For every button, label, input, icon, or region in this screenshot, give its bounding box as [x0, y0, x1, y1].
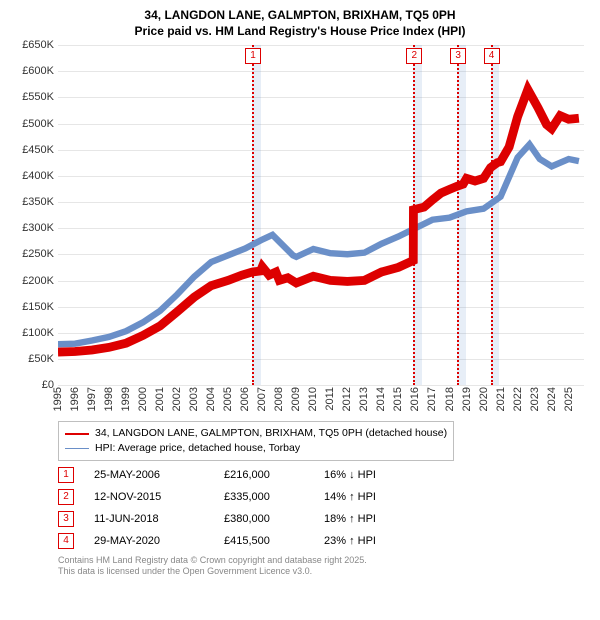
x-tick-label: 2011	[324, 387, 336, 411]
legend-label: 34, LANGDON LANE, GALMPTON, BRIXHAM, TQ5…	[95, 426, 447, 441]
y-tick-label: £50K	[28, 353, 54, 365]
transaction-row: 3 11-JUN-2018 £380,000 18% ↑ HPI	[58, 511, 590, 527]
x-tick-label: 2010	[307, 387, 319, 411]
footnote-line-2: This data is licensed under the Open Gov…	[58, 566, 590, 578]
x-tick-label: 2005	[222, 387, 234, 411]
chart-area: £0£50K£100K£150K£200K£250K£300K£350K£400…	[10, 45, 590, 415]
y-tick-label: £400K	[22, 170, 54, 182]
legend-row: 34, LANGDON LANE, GALMPTON, BRIXHAM, TQ5…	[65, 426, 447, 441]
x-tick-label: 2008	[273, 387, 285, 411]
title-line-2: Price paid vs. HM Land Registry's House …	[10, 24, 590, 40]
x-tick-label: 2004	[205, 387, 217, 411]
transaction-price: £380,000	[224, 513, 304, 525]
x-tick-label: 1995	[52, 387, 64, 411]
y-tick-label: £600K	[22, 65, 54, 77]
x-tick-label: 2020	[478, 387, 490, 411]
transaction-index-box: 1	[58, 467, 74, 483]
legend-label: HPI: Average price, detached house, Torb…	[95, 441, 300, 456]
transaction-list: 1 25-MAY-2006 £216,000 16% ↓ HPI 2 12-NOV-201…	[58, 467, 590, 549]
transaction-price: £415,500	[224, 535, 304, 547]
y-tick-label: £200K	[22, 275, 54, 287]
x-tick-label: 2017	[426, 387, 438, 411]
x-tick-label: 2012	[341, 387, 353, 411]
transaction-price: £216,000	[224, 469, 304, 481]
marker-index-box: 4	[484, 48, 500, 64]
x-tick-label: 2002	[171, 387, 183, 411]
plot-area: 1 2 3 4	[58, 45, 584, 385]
transaction-index-box: 3	[58, 511, 74, 527]
x-tick-label: 2000	[137, 387, 149, 411]
y-tick-label: £650K	[22, 39, 54, 51]
marker-index-box: 3	[450, 48, 466, 64]
transaction-date: 29-MAY-2020	[94, 535, 204, 547]
y-tick-label: £250K	[22, 248, 54, 260]
marker-index-box: 1	[245, 48, 261, 64]
y-tick-label: £100K	[22, 327, 54, 339]
x-tick-label: 1997	[86, 387, 98, 411]
transaction-pct: 18% ↑ HPI	[324, 513, 424, 525]
chart-title: 34, LANGDON LANE, GALMPTON, BRIXHAM, TQ5…	[10, 8, 590, 39]
transaction-row: 1 25-MAY-2006 £216,000 16% ↓ HPI	[58, 467, 590, 483]
y-tick-label: £350K	[22, 196, 54, 208]
transaction-pct: 16% ↓ HPI	[324, 469, 424, 481]
footnote-line-1: Contains HM Land Registry data © Crown c…	[58, 555, 590, 567]
y-axis: £0£50K£100K£150K£200K£250K£300K£350K£400…	[10, 45, 56, 385]
x-tick-label: 1996	[69, 387, 81, 411]
y-tick-label: £500K	[22, 118, 54, 130]
x-tick-label: 2015	[392, 387, 404, 411]
transaction-row: 4 29-MAY-2020 £415,500 23% ↑ HPI	[58, 533, 590, 549]
x-tick-label: 2023	[529, 387, 541, 411]
x-tick-label: 2024	[546, 387, 558, 411]
figure-container: 34, LANGDON LANE, GALMPTON, BRIXHAM, TQ5…	[0, 0, 600, 620]
transaction-date: 12-NOV-2015	[94, 491, 204, 503]
x-axis: 1995199619971998199920002001200220032004…	[58, 385, 584, 415]
y-tick-label: £450K	[22, 144, 54, 156]
x-tick-label: 2003	[188, 387, 200, 411]
x-tick-label: 2014	[375, 387, 387, 411]
x-tick-label: 1998	[103, 387, 115, 411]
x-tick-label: 2019	[461, 387, 473, 411]
legend-row: HPI: Average price, detached house, Torb…	[65, 441, 447, 456]
title-line-1: 34, LANGDON LANE, GALMPTON, BRIXHAM, TQ5…	[10, 8, 590, 24]
transaction-index-box: 4	[58, 533, 74, 549]
x-tick-label: 2021	[495, 387, 507, 411]
y-tick-label: £300K	[22, 222, 54, 234]
y-tick-label: £550K	[22, 91, 54, 103]
series-line-hpi	[58, 145, 579, 345]
x-tick-label: 2022	[512, 387, 524, 411]
legend-swatch	[65, 433, 89, 435]
x-tick-label: 1999	[120, 387, 132, 411]
series-line-property	[58, 90, 579, 353]
x-tick-label: 2009	[290, 387, 302, 411]
x-tick-label: 2018	[444, 387, 456, 411]
x-tick-label: 2025	[563, 387, 575, 411]
marker-index-box: 2	[406, 48, 422, 64]
x-tick-label: 2007	[256, 387, 268, 411]
legend-swatch	[65, 448, 89, 449]
line-svg	[58, 45, 584, 385]
transaction-index-box: 2	[58, 489, 74, 505]
x-tick-label: 2016	[409, 387, 421, 411]
y-tick-label: £150K	[22, 301, 54, 313]
transaction-date: 25-MAY-2006	[94, 469, 204, 481]
x-tick-label: 2001	[154, 387, 166, 411]
transaction-pct: 14% ↑ HPI	[324, 491, 424, 503]
x-tick-label: 2006	[239, 387, 251, 411]
transaction-row: 2 12-NOV-2015 £335,000 14% ↑ HPI	[58, 489, 590, 505]
transaction-price: £335,000	[224, 491, 304, 503]
x-tick-label: 2013	[358, 387, 370, 411]
transaction-date: 11-JUN-2018	[94, 513, 204, 525]
legend: 34, LANGDON LANE, GALMPTON, BRIXHAM, TQ5…	[58, 421, 454, 460]
transaction-pct: 23% ↑ HPI	[324, 535, 424, 547]
footnote: Contains HM Land Registry data © Crown c…	[58, 555, 590, 578]
